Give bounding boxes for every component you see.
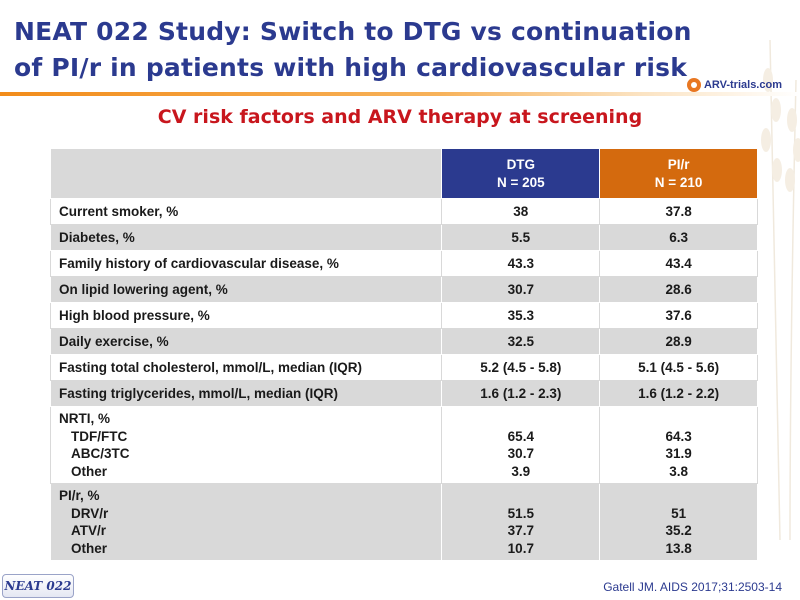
pir-value: 5.1 (4.5 - 5.6)	[599, 354, 758, 381]
pir-group-dtg-values: 51.5 37.7 10.7	[441, 483, 601, 561]
dtg-value: 51.5	[507, 505, 534, 521]
nrti-group-label: NRTI, %	[59, 411, 111, 426]
row-label: On lipid lowering agent, %	[49, 276, 443, 303]
row-label: Diabetes, %	[49, 224, 443, 251]
header-dtg-name: DTG	[506, 156, 536, 172]
pir-item-label: Other	[71, 540, 108, 556]
dtg-value: 38	[441, 198, 601, 225]
slide-title: NEAT 022 Study: Switch to DTG vs continu…	[14, 14, 694, 86]
pir-value: 13.8	[665, 540, 692, 556]
pir-value: 37.8	[599, 198, 758, 225]
nrti-dtg-values: 65.4 30.7 3.9	[441, 406, 601, 484]
row-label: Family history of cardiovascular disease…	[49, 250, 443, 277]
row-label: Fasting triglycerides, mmol/L, median (I…	[49, 380, 443, 407]
pir-group-pir-values: 51 35.2 13.8	[599, 483, 758, 561]
row-label: Current smoker, %	[49, 198, 443, 225]
logo-text: ARV-trials.com	[703, 79, 782, 91]
pir-value: 31.9	[665, 446, 692, 461]
table-row: High blood pressure, % 35.3 37.6	[49, 302, 758, 329]
table-row: Family history of cardiovascular disease…	[49, 250, 758, 277]
nrti-item-label: Other	[71, 463, 108, 479]
pir-value: 64.3	[665, 428, 692, 444]
header-pir-n: N = 210	[654, 174, 703, 190]
pir-value: 1.6 (1.2 - 2.2)	[599, 380, 758, 407]
arv-trials-logo: ARV-trials.com	[686, 76, 782, 94]
nrti-pir-values: 64.3 31.9 3.8	[599, 406, 758, 484]
pir-item-label: ATV/r	[71, 523, 107, 538]
header-dtg: DTG N = 205	[441, 148, 601, 199]
nrti-group-row: NRTI, % TDF/FTC ABC/3TC Other 65.4 30.7 …	[49, 406, 758, 484]
nrti-labels: NRTI, % TDF/FTC ABC/3TC Other	[49, 406, 443, 484]
row-label: Daily exercise, %	[49, 328, 443, 355]
pir-value: 3.8	[669, 463, 688, 479]
pir-value: 37.6	[599, 302, 758, 329]
title-divider	[0, 92, 800, 96]
pir-value: 6.3	[599, 224, 758, 251]
dtg-value: 65.4	[507, 428, 534, 444]
slide-subtitle: CV risk factors and ARV therapy at scree…	[157, 106, 643, 128]
dtg-value: 3.9	[511, 463, 531, 479]
pir-value: 43.4	[599, 250, 758, 277]
row-label: Fasting total cholesterol, mmol/L, media…	[49, 354, 443, 381]
dtg-value: 1.6 (1.2 - 2.3)	[441, 380, 601, 407]
wheat-watermark-icon	[761, 39, 800, 540]
dtg-value: 37.7	[507, 523, 534, 538]
nrti-item-label: TDF/FTC	[71, 428, 128, 444]
dtg-value: 30.7	[507, 446, 534, 461]
header-pir-name: PI/r	[667, 156, 690, 172]
table-row: Fasting total cholesterol, mmol/L, media…	[49, 354, 758, 381]
dtg-value: 32.5	[441, 328, 601, 355]
title-line-2: of PI/r in patients with high cardiovasc…	[14, 53, 688, 82]
table-row: Current smoker, % 38 37.8	[49, 198, 758, 225]
risk-factors-table: DTG N = 205 PI/r N = 210 Current smoker,…	[49, 148, 758, 561]
dtg-value: 30.7	[441, 276, 601, 303]
header-blank-cell	[49, 148, 443, 199]
dtg-value: 10.7	[507, 540, 534, 556]
pir-group-label: PI/r, %	[59, 488, 100, 503]
pir-value: 28.9	[599, 328, 758, 355]
dtg-value: 35.3	[441, 302, 601, 329]
citation: Gatell JM. AIDS 2017;31:2503-14	[603, 580, 782, 594]
table-row: Fasting triglycerides, mmol/L, median (I…	[49, 380, 758, 407]
dtg-value: 5.2 (4.5 - 5.8)	[441, 354, 601, 381]
pir-value: 35.2	[665, 523, 692, 538]
pir-value: 51	[671, 505, 687, 521]
header-pir: PI/r N = 210	[599, 148, 758, 199]
dtg-value: 43.3	[441, 250, 601, 277]
pir-value: 28.6	[599, 276, 758, 303]
table-row: Daily exercise, % 32.5 28.9	[49, 328, 758, 355]
pir-labels: PI/r, % DRV/r ATV/r Other	[49, 483, 443, 561]
title-line-1: NEAT 022 Study: Switch to DTG vs continu…	[14, 17, 692, 46]
pir-group-row: PI/r, % DRV/r ATV/r Other 51.5 37.7 10.7…	[49, 483, 758, 561]
arv-logo-icon	[686, 78, 701, 92]
row-label: High blood pressure, %	[49, 302, 443, 329]
neat022-badge: NEAT 022	[2, 574, 74, 598]
table-row: Diabetes, % 5.5 6.3	[49, 224, 758, 251]
pir-item-label: DRV/r	[71, 505, 109, 521]
nrti-item-label: ABC/3TC	[71, 446, 130, 461]
header-dtg-n: N = 205	[496, 174, 545, 190]
dtg-value: 5.5	[441, 224, 601, 251]
table-row: On lipid lowering agent, % 30.7 28.6	[49, 276, 758, 303]
